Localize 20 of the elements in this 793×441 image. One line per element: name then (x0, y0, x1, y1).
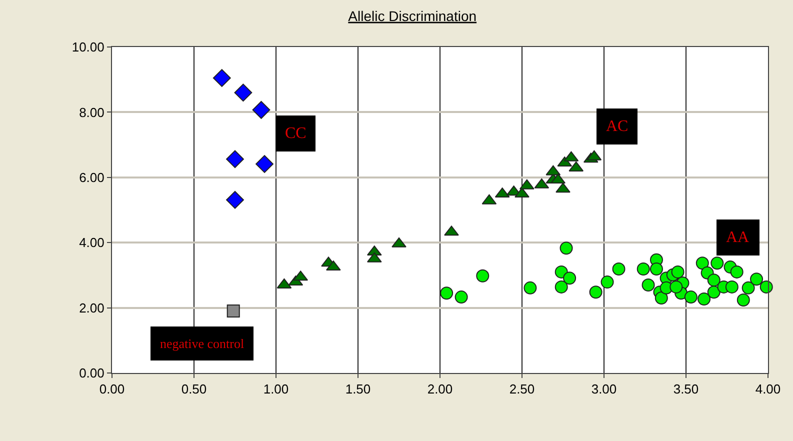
chart-title: Allelic Discrimination (348, 8, 477, 24)
y-tick-label: 0.00 (79, 366, 104, 381)
y-tick-label: 2.00 (79, 300, 104, 316)
y-tick-label: 10.00 (72, 40, 104, 55)
x-tick-label: 3.50 (673, 382, 699, 397)
x-tick-label: 3.00 (591, 382, 617, 397)
annotation: AA (726, 229, 750, 246)
y-tick-label: 6.00 (79, 170, 104, 185)
annotation: AC (606, 118, 628, 135)
y-tick-label: 4.00 (79, 235, 104, 250)
y-tick-label: 8.00 (79, 104, 104, 120)
x-tick-label: 4.00 (755, 382, 781, 397)
x-tick-label: 2.50 (509, 382, 535, 397)
x-tick-label: 1.00 (263, 382, 289, 397)
x-tick-label: 0.50 (181, 382, 207, 397)
x-tick-label: 1.50 (345, 382, 371, 397)
x-tick-label: 0.00 (99, 382, 125, 397)
annotation: CC (285, 125, 306, 142)
annotation: negative control (160, 336, 244, 351)
x-tick-label: 2.00 (427, 382, 453, 397)
